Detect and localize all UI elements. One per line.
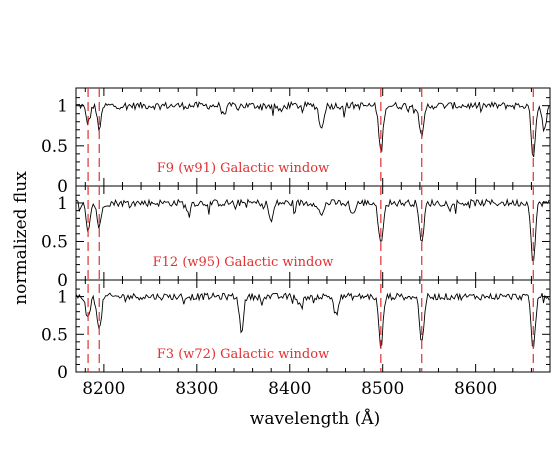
y-tick-label: 0 bbox=[57, 363, 68, 383]
x-tick-label: 8600 bbox=[454, 379, 497, 399]
spectrum-line bbox=[76, 198, 550, 261]
spectrum-line bbox=[76, 100, 550, 157]
x-axis-label: wavelength (Å) bbox=[250, 408, 380, 429]
panel-label: F9 (w91) Galactic window bbox=[157, 161, 329, 176]
y-tick-label: 1 bbox=[57, 288, 68, 308]
y-tick-label: 0 bbox=[57, 271, 68, 291]
x-tick-label: 8400 bbox=[268, 379, 311, 399]
y-tick-label: 0 bbox=[57, 177, 68, 197]
x-tick-label: 8200 bbox=[82, 379, 125, 399]
panel-frame bbox=[75, 279, 551, 373]
plot-area: 0 0.5 1 F9 (w91) Galactic window 0 0.5 1 F12 (w… bbox=[41, 87, 551, 399]
y-axis-label: normalized flux bbox=[11, 171, 31, 305]
x-tick-label: 8300 bbox=[175, 379, 218, 399]
y-tick-label: 0.5 bbox=[41, 325, 68, 345]
y-tick-label: 0.5 bbox=[41, 232, 68, 252]
panel-label: F12 (w95) Galactic window bbox=[153, 255, 334, 270]
spectrum-line bbox=[76, 291, 550, 349]
y-tick-label: 1 bbox=[57, 194, 68, 214]
x-tick-label: 8500 bbox=[361, 379, 404, 399]
panel-label: F3 (w72) Galactic window bbox=[157, 347, 329, 362]
y-tick-label: 0.5 bbox=[41, 137, 68, 157]
y-tick-label: 1 bbox=[57, 97, 68, 117]
